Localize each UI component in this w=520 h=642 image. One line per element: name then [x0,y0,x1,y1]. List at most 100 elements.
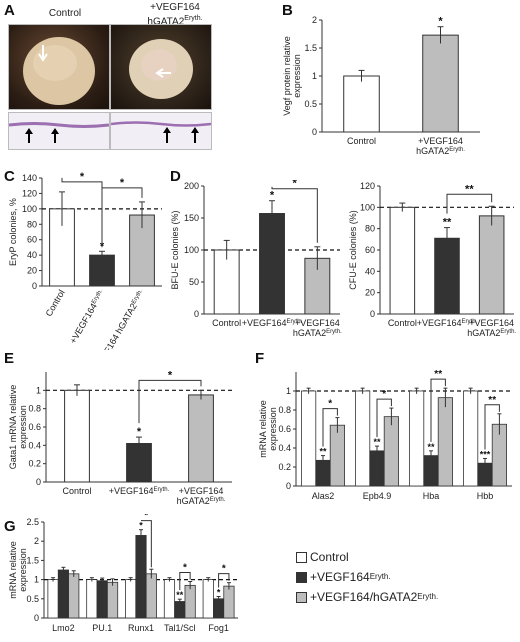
chart-g-y-tick-label-0: 0 [34,613,39,623]
chart-d2-ylabel: CFU-E colonies (%) [348,210,358,290]
chart-b-vegf-protein: 0 0.5 1 1.5 2 Vegf protein relative expression… [282,15,480,156]
chart-f-category-label-0: Alas2 [312,491,335,501]
legend-label-1: +VEGF164 [310,570,370,584]
legend-item-0: Control [296,548,516,566]
chart-d1-category-label-2-1: hGATA2Eryth. [293,328,342,338]
legend-item-1: +VEGF164 Eryth. [296,568,516,586]
chart-b-y-tick-label-4: 2 [312,15,317,25]
chart-c-y-tick-label-5: 100 [22,204,37,214]
chart-e-bar-2 [188,394,214,483]
chart-g-ylabel-line-0: mRNA relative [8,541,18,599]
chart-e-star-1: * [137,426,142,438]
chart-g-bracket-label-3: * [183,563,187,574]
chart-g-category-label-4: Fog1 [208,623,229,633]
chart-c-ylabel: EryP colonies, % [8,198,18,266]
chart-d1-category-label-2-0: +VEGF164 [295,318,340,328]
chart-d2-y-tick-label-2: 40 [365,266,375,276]
chart-g-bar-2-0 [125,579,137,619]
control-section-drawing [9,122,109,143]
panel-letter-g: G [4,518,16,535]
chart-d2-y-tick-label-0: 0 [370,309,375,319]
chart-b-bar-1 [422,34,459,133]
chart-b-category-label-1-0: +VEGF164 [418,136,463,146]
chart-f-ylabel-line-0: mRNA relative [258,400,268,458]
control-photo-arrowhead [38,53,48,62]
chart-e-y-tick-label-5: 1 [36,385,41,395]
treatment-section-arrowhead-2 [191,127,199,133]
chart-d2-category-label-2-0: +VEGF164 [469,318,514,328]
chart-c-y-tick-label-2: 40 [27,250,37,260]
chart-b-category-label-1-1: hGATA2Eryth. [416,146,465,156]
chart-c-eryp-colonies: 0 20 40 60 80 100 120 140 EryP colonies, % Contro… [8,172,162,350]
chart-g-y-tick-label-3: 1.5 [26,555,39,565]
chart-f-y-tick-label-1: 0.2 [278,462,291,472]
chart-d1-category-label-0-0: Control [212,318,241,328]
legend: Control +VEGF164 Eryth. +VEGF164/hGATA2 Eryt… [296,548,516,608]
control-section-tissue [9,122,109,128]
chart-g-bar-0-0 [47,579,59,619]
chart-g-star-3-1: ** [176,590,184,600]
chart-f-bracket-3 [484,404,500,450]
chart-e-y-tick-label-4: 0.8 [28,404,41,414]
chart-g-bar-3-1 [174,601,186,619]
chart-f-star-2-1: ** [427,442,435,452]
panel-letter-e: E [4,350,15,367]
chart-g-category-label-3: Tal1/Scl [164,623,196,633]
chart-g-category-label-0: Lmo2 [52,623,75,633]
chart-f-category-label-3: Hbb [477,491,494,501]
chart-b-y-tick-label-2: 1 [312,71,317,81]
chart-d2-bar-0 [389,206,416,315]
chart-d1-bar-2 [304,257,331,315]
legend-swatch-1 [296,571,307,583]
chart-g-bar-2-1 [135,535,147,619]
chart-g-bracket-label-2: * [144,514,148,522]
chart-f-bar-0-2 [329,424,345,487]
legend-label-0: Control [310,550,349,564]
chart-d1-y-tick-label-4: 200 [184,181,199,191]
chart-g-bracket-2 [141,520,152,568]
chart-e-bracket-label-0: * [168,369,173,381]
chart-g-bracket-label-4: * [222,564,226,575]
chart-g-y-tick-label-1: 0.5 [26,594,39,604]
chart-g-category-label-2: Runx1 [128,623,154,633]
chart-e-gata1-mrna: 0 0.2 0.4 0.6 0.8 1 Gata1 mRNA relative express… [8,369,232,506]
legend-label-sup-1: Eryth. [369,572,391,581]
chart-f-y-tick-label-4: 0.8 [278,405,291,415]
chart-g-bar-0-2 [68,573,80,619]
chart-d1-y-tick-label-0: 0 [194,309,199,319]
photo-label-treatment: +VEGF164 hGATA2Eryth. [115,2,235,27]
chart-d2-bracket-0 [446,193,493,214]
chart-d1-bar-1 [259,213,285,315]
chart-d2-star-1: ** [443,217,452,229]
chart-c-y-tick-label-0: 0 [32,281,37,291]
chart-d1-y-tick-label-3: 150 [184,213,199,223]
chart-g-hematopoietic-mrna: 0 0.5 1 1.5 2 2.5 mRNA relative expression Lmo2 P… [8,514,238,633]
chart-b-star-1: * [438,16,443,28]
chart-f-category-label-2: Hba [423,491,440,501]
chart-f-bar-0-0 [301,390,317,487]
chart-e-category-label-0-0: Control [62,486,91,496]
chart-d2-bracket-label-0: ** [465,183,474,195]
legend-swatch-0 [296,551,307,563]
chart-d1-bracket-label-0: * [293,180,298,190]
chart-e-bracket-0 [138,379,202,424]
panel-letter-f: F [255,350,265,367]
chart-g-bar-4-0 [202,579,214,619]
photo-control-section [8,112,110,150]
chart-c-bracket-label-0: * [80,172,85,183]
treatment-yolk-highlight [141,49,177,81]
chart-d2-y-tick-label-5: 100 [360,202,375,212]
chart-f-bracket-label-3: ** [488,395,496,406]
chart-b-ylabel-line-0: Vegf protein relative [282,36,292,116]
chart-g-bar-4-1 [213,598,225,619]
chart-g-bar-1-0 [86,579,98,619]
chart-e-category-label-2-1: hGATA2Eryth. [177,496,226,506]
chart-f-y-tick-label-0: 0 [286,481,291,491]
treatment-section-tissue [111,121,211,127]
photo-treatment-embryo [110,24,212,110]
chart-g-bracket-4 [218,573,230,588]
chart-d2-bar-1 [434,237,460,315]
chart-g-category-label-1: PU.1 [92,623,112,633]
chart-g-star-2-1: * [139,521,143,531]
chart-c-category-label-0: Control [44,288,67,318]
